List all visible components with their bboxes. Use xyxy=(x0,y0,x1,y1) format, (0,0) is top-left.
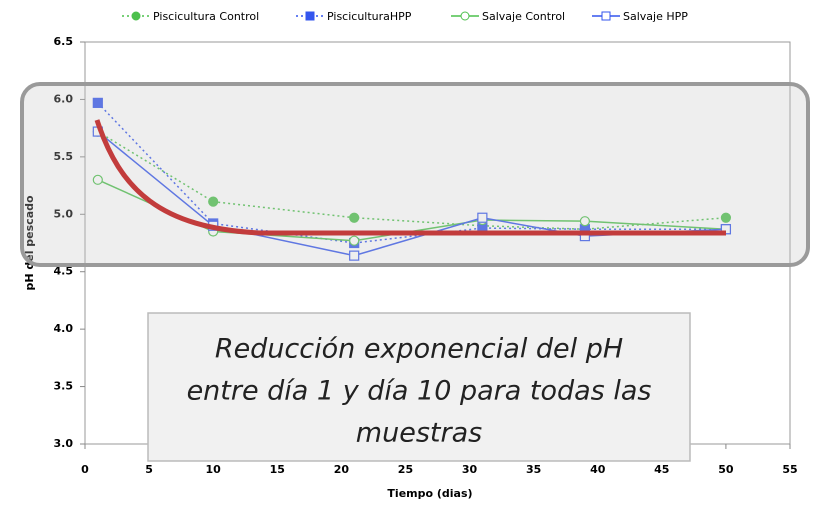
legend-marker xyxy=(131,11,141,21)
x-axis-label: Tiempo (dias) xyxy=(387,487,472,500)
legend-marker xyxy=(305,11,315,21)
y-tick-label: 3.0 xyxy=(54,437,74,450)
y-tick-label: 4.0 xyxy=(54,322,74,335)
x-tick-label: 55 xyxy=(782,463,797,476)
x-tick-label: 10 xyxy=(206,463,222,476)
x-tick-label: 0 xyxy=(81,463,89,476)
y-axis-label: pH del pescado xyxy=(23,195,36,291)
legend-label: PisciculturaHPP xyxy=(327,10,412,23)
point xyxy=(92,174,103,185)
y-tick-label: 5.5 xyxy=(54,150,74,163)
point xyxy=(349,212,360,223)
x-tick-label: 15 xyxy=(270,463,285,476)
annotation-text: entre día 1 y día 10 para todas las xyxy=(187,376,652,407)
y-tick-label: 6.0 xyxy=(54,92,74,105)
legend-label: Salvaje Control xyxy=(482,10,565,23)
point xyxy=(349,250,360,261)
annotation-text: muestras xyxy=(356,418,482,449)
x-tick-label: 25 xyxy=(398,463,413,476)
x-tick-label: 40 xyxy=(590,463,606,476)
x-tick-label: 50 xyxy=(718,463,734,476)
highlight-box xyxy=(20,82,810,267)
x-tick-label: 20 xyxy=(334,463,350,476)
y-tick-label: 3.5 xyxy=(54,380,74,393)
point xyxy=(208,196,219,207)
x-tick-label: 45 xyxy=(654,463,669,476)
point xyxy=(92,97,103,108)
point xyxy=(349,235,360,246)
y-tick-label: 4.5 xyxy=(54,265,74,278)
x-tick-label: 5 xyxy=(145,463,153,476)
x-tick-label: 35 xyxy=(526,463,541,476)
annotation-box xyxy=(147,312,691,462)
point xyxy=(720,212,732,223)
legend-marker xyxy=(601,11,611,21)
point xyxy=(477,212,488,223)
y-tick-label: 5.0 xyxy=(54,207,74,220)
trend-curve xyxy=(94,119,726,236)
legend-label: Piscicultura Control xyxy=(153,10,259,23)
legend-label: Salvaje HPP xyxy=(623,10,688,23)
annotation-text: Reducción exponencial del pH xyxy=(215,334,623,365)
x-tick-label: 30 xyxy=(462,463,478,476)
legend-marker xyxy=(460,11,470,21)
y-tick-label: 6.5 xyxy=(54,35,74,48)
point xyxy=(579,216,591,227)
series-line xyxy=(97,130,726,230)
